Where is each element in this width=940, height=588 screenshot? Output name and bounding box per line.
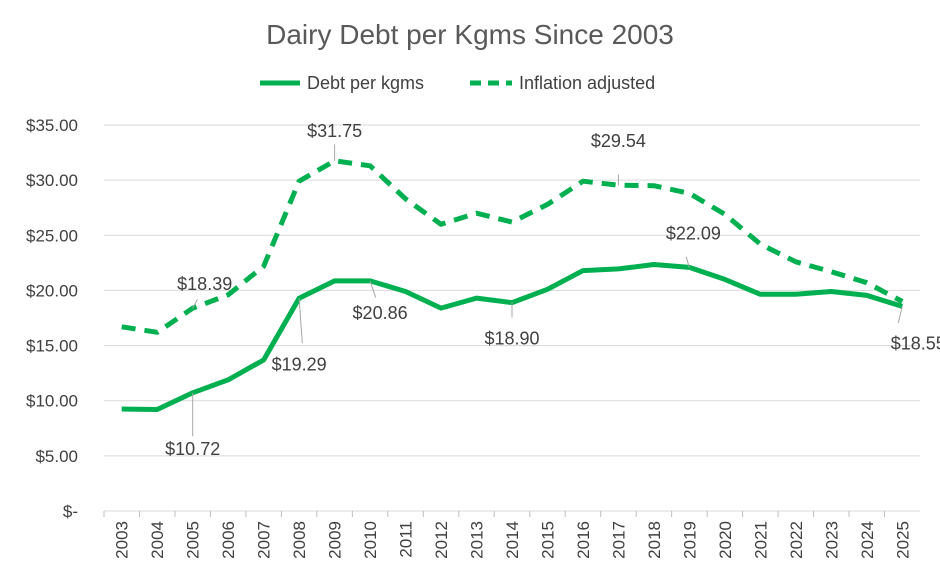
x-tick-label: 2012 xyxy=(432,521,451,559)
x-tick-label: 2009 xyxy=(326,521,345,559)
data-label: $29.54 xyxy=(591,131,646,151)
data-label: $18.39 xyxy=(177,274,232,294)
data-label-leader xyxy=(897,306,903,324)
x-tick-label: 2018 xyxy=(645,521,664,559)
y-tick-label: $25.00 xyxy=(26,226,78,245)
x-tick-label: 2005 xyxy=(184,521,203,559)
y-tick-label: $5.00 xyxy=(35,447,78,466)
data-label: $18.55 xyxy=(891,333,940,353)
y-tick-label: $20.00 xyxy=(26,281,78,300)
x-axis-ticks: 2003 2004 2005 2006 2007 2008 2009 2010 2011 2012… xyxy=(103,511,912,559)
data-labels: $10.72 $19.29 $20.86 $18.90 $22.09 $18.55 $18.… xyxy=(165,121,940,459)
x-tick-label: 2006 xyxy=(219,521,238,559)
data-label: $20.86 xyxy=(353,303,408,323)
legend-label-debt: Debt per kgms xyxy=(307,73,424,93)
x-tick-label: 2022 xyxy=(787,521,806,559)
series-line-inflation xyxy=(121,158,904,335)
data-label: $10.72 xyxy=(165,439,220,459)
y-axis-ticks: $- $5.00 $10.00 $15.00 $20.00 $25.00 $30.00 $35… xyxy=(26,116,78,521)
x-tick-label: 2014 xyxy=(503,521,522,559)
x-tick-label: 2013 xyxy=(468,521,487,559)
x-tick-label: 2023 xyxy=(822,521,841,559)
y-tick-label: $35.00 xyxy=(26,116,78,135)
data-label-leader xyxy=(192,298,198,309)
x-tick-label: 2003 xyxy=(113,521,132,559)
gridlines xyxy=(104,124,920,512)
data-label-leader xyxy=(298,298,303,344)
x-tick-label: 2004 xyxy=(148,521,167,559)
series-lines xyxy=(121,158,904,412)
x-tick-label: 2016 xyxy=(574,521,593,559)
data-label-leader xyxy=(685,256,690,268)
x-tick-label: 2007 xyxy=(255,521,274,559)
x-tick-label: 2011 xyxy=(397,521,416,558)
data-label: $19.29 xyxy=(272,354,327,374)
data-label: $31.75 xyxy=(307,121,362,141)
data-label: $22.09 xyxy=(666,223,721,243)
y-tick-label: $- xyxy=(63,502,78,521)
x-tick-label: 2010 xyxy=(361,521,380,559)
data-label-leader xyxy=(369,280,377,298)
x-tick-label: 2025 xyxy=(893,521,912,559)
x-tick-label: 2017 xyxy=(609,521,628,559)
x-tick-label: 2024 xyxy=(858,521,877,559)
y-tick-label: $10.00 xyxy=(26,392,78,411)
y-tick-label: $30.00 xyxy=(26,171,78,190)
y-tick-label: $15.00 xyxy=(26,337,78,356)
legend: Debt per kgms Inflation adjusted xyxy=(260,73,655,93)
x-tick-label: 2015 xyxy=(538,521,557,559)
x-tick-label: 2020 xyxy=(716,521,735,559)
chart-title: Dairy Debt per Kgms Since 2003 xyxy=(266,19,674,50)
legend-label-inflation: Inflation adjusted xyxy=(519,73,655,93)
data-label: $18.90 xyxy=(484,329,539,349)
x-tick-label: 2008 xyxy=(290,521,309,559)
x-tick-label: 2019 xyxy=(680,521,699,559)
x-tick-label: 2021 xyxy=(751,521,770,559)
